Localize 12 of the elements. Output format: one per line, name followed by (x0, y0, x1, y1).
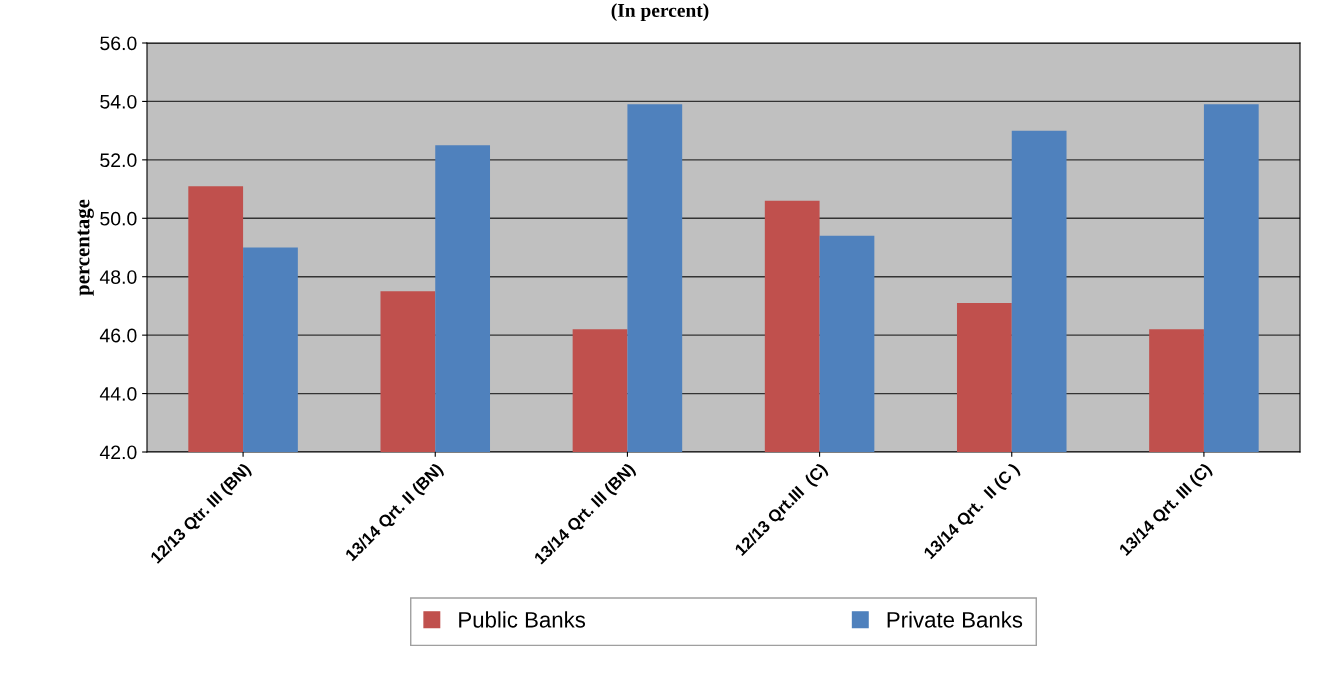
y-tick-label: 48.0 (99, 270, 137, 284)
y-tick-label: 44.0 (99, 387, 137, 401)
y-tick-label: 42.0 (99, 445, 137, 460)
y-tick-label: 46.0 (99, 328, 137, 343)
legend-label: Public Banks (459, 611, 586, 628)
y-tick-label: 50.0 (100, 211, 137, 226)
chart-title: (In percent) (611, 3, 709, 21)
y-tick-label: 54.0 (100, 94, 137, 109)
legend-label: Private Banks (887, 611, 1023, 628)
y-tick-label: 52.0 (100, 153, 137, 168)
y-axis-title: percentage (77, 199, 94, 296)
y-tick-label: 56.0 (100, 36, 137, 51)
